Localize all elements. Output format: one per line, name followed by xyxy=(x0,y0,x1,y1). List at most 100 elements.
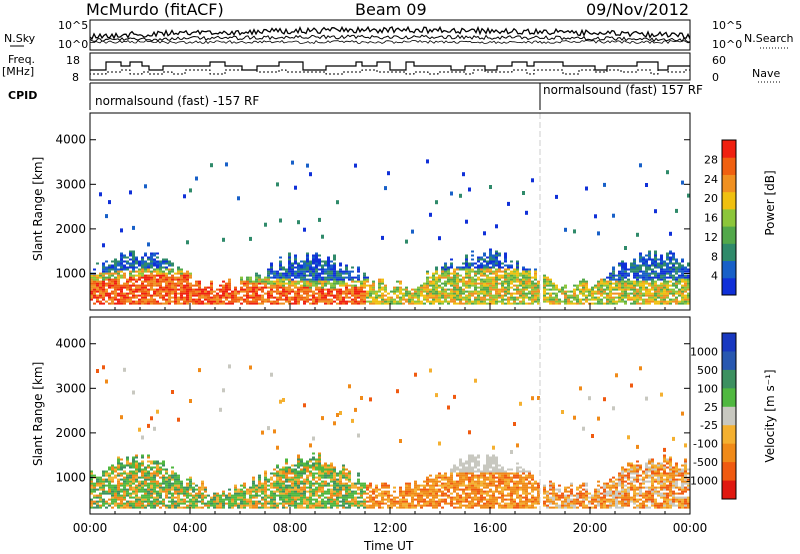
heatmap-cell xyxy=(315,468,318,471)
heatmap-cell xyxy=(630,302,633,305)
heatmap-cell xyxy=(363,286,366,289)
heatmap-cell xyxy=(165,298,168,301)
heatmap-cell xyxy=(342,296,345,299)
heatmap-cell xyxy=(150,274,153,277)
heatmap-cell xyxy=(312,274,315,277)
heatmap-cell xyxy=(294,502,297,505)
heatmap-cell xyxy=(201,496,204,499)
heatmap-cell xyxy=(138,486,141,489)
heatmap-cell xyxy=(582,278,585,281)
heatmap-cell xyxy=(525,284,528,287)
heatmap-cell xyxy=(93,274,96,277)
heatmap-cell xyxy=(249,504,252,507)
heatmap-cell xyxy=(525,294,528,297)
heatmap-cell xyxy=(333,296,336,299)
heatmap-cell xyxy=(471,302,474,305)
heatmap-cell xyxy=(438,294,441,297)
heatmap-cell xyxy=(672,270,675,273)
heatmap-cell xyxy=(582,302,585,305)
heatmap-cell xyxy=(582,280,585,283)
heatmap-cell xyxy=(354,502,357,505)
heatmap-cell xyxy=(333,254,336,257)
heatmap-cell xyxy=(657,284,660,287)
heatmap-cell xyxy=(312,256,315,259)
heatmap-cell xyxy=(474,470,477,473)
heatmap-cell xyxy=(465,256,468,259)
heatmap-cell xyxy=(333,500,336,503)
heatmap-cell xyxy=(105,292,108,295)
heatmap-cell xyxy=(480,292,483,295)
heatmap-cell xyxy=(459,268,462,271)
heatmap-cell xyxy=(333,480,336,483)
heatmap-cell xyxy=(210,500,213,503)
heatmap-cell xyxy=(531,282,534,285)
heatmap-cell xyxy=(387,300,390,303)
heatmap-cell xyxy=(654,262,657,265)
heatmap-cell xyxy=(408,294,411,297)
heatmap-cell xyxy=(279,298,282,301)
heatmap-cell xyxy=(117,270,120,273)
heatmap-cell xyxy=(435,294,438,297)
heatmap-cell xyxy=(102,288,105,291)
heatmap-cell xyxy=(651,296,654,299)
heatmap-cell xyxy=(264,480,267,483)
heatmap-cell xyxy=(666,296,669,299)
heatmap-cell xyxy=(648,302,651,305)
heatmap-cell xyxy=(315,260,318,263)
heatmap-cell xyxy=(285,470,288,473)
heatmap-cell xyxy=(492,278,495,281)
heatmap-cell xyxy=(405,490,408,493)
heatmap-cell xyxy=(588,292,591,295)
heatmap-cell xyxy=(444,474,447,477)
heatmap-cell xyxy=(342,278,345,281)
heatmap-cell xyxy=(366,276,369,279)
heatmap-cell xyxy=(105,490,108,493)
heatmap-cell xyxy=(165,290,168,293)
heatmap-cell xyxy=(270,272,273,275)
heatmap-cell xyxy=(459,464,462,467)
heatmap-cell xyxy=(312,502,315,505)
heatmap-cell xyxy=(141,476,144,479)
heatmap-cell xyxy=(132,254,135,257)
heatmap-cell xyxy=(369,296,372,299)
heatmap-cell xyxy=(348,488,351,491)
heatmap-cell xyxy=(129,478,132,481)
heatmap-cell xyxy=(465,460,468,463)
nsky-baseline-line xyxy=(89,39,691,45)
heatmap-cell xyxy=(672,254,675,257)
heatmap-cell xyxy=(141,506,144,509)
heatmap-cell xyxy=(111,266,114,269)
heatmap-cell xyxy=(285,294,288,297)
heatmap-cell xyxy=(246,288,249,291)
heatmap-cell xyxy=(243,288,246,291)
heatmap-cell xyxy=(303,284,306,287)
heatmap-cell xyxy=(465,294,468,297)
heatmap-cell xyxy=(336,270,339,273)
heatmap-cell xyxy=(450,258,453,261)
heatmap-cell xyxy=(630,264,633,267)
heatmap-cell xyxy=(468,500,471,503)
heatmap-cell xyxy=(345,506,348,509)
heatmap-cell xyxy=(666,254,669,257)
heatmap-cell xyxy=(135,460,138,463)
heatmap-cell xyxy=(399,439,402,443)
heatmap-cell xyxy=(306,274,309,277)
heatmap-cell xyxy=(432,496,435,499)
heatmap-cell xyxy=(447,480,450,483)
heatmap-cell xyxy=(267,290,270,293)
heatmap-cell xyxy=(186,486,189,489)
heatmap-cell xyxy=(204,494,207,497)
heatmap-cell xyxy=(126,460,129,463)
heatmap-cell xyxy=(174,496,177,499)
heatmap-cell xyxy=(660,262,663,265)
heatmap-cell xyxy=(492,288,495,291)
heatmap-cell xyxy=(300,506,303,509)
heatmap-cell xyxy=(471,250,474,253)
heatmap-cell xyxy=(111,484,114,487)
heatmap-cell xyxy=(309,278,312,281)
heatmap-cell xyxy=(282,268,285,271)
heatmap-cell xyxy=(327,506,330,509)
heatmap-cell xyxy=(171,288,174,291)
heatmap-cell xyxy=(282,274,285,277)
heatmap-cell xyxy=(546,300,549,303)
